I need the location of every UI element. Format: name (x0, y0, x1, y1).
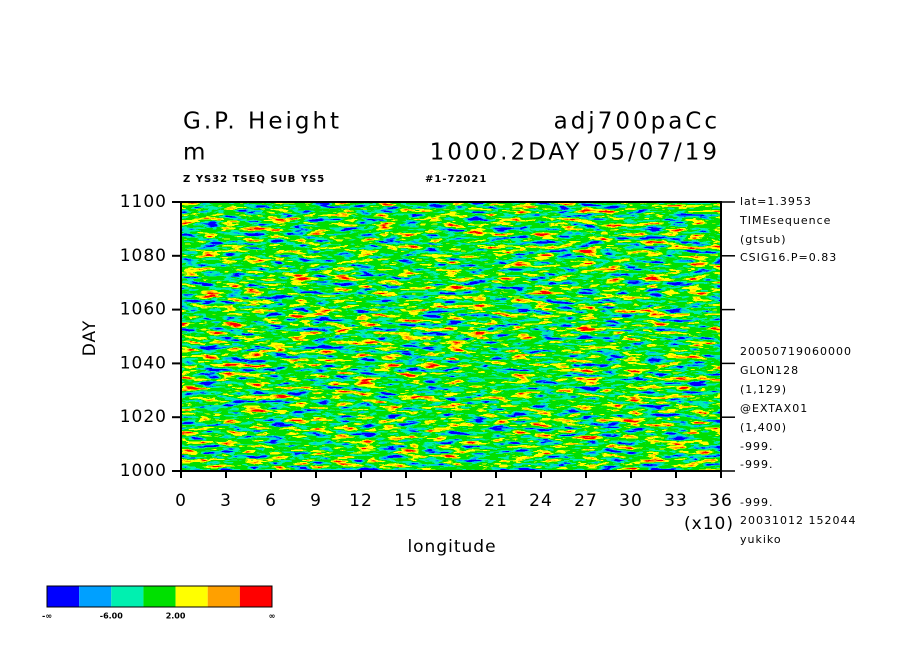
colorbar-label: 2.00 (166, 612, 186, 621)
y-tick-label: 1040 (120, 353, 167, 373)
side-note: 20031012 152044 (740, 514, 856, 527)
info-right: #1-72021 (425, 174, 487, 185)
chart-subtitle: m (183, 140, 208, 166)
colorbar-swatch (47, 586, 80, 607)
colorbar-label: -6.00 (100, 612, 123, 621)
colorbar-label: ∞ (269, 612, 276, 621)
x-tick-label: 9 (310, 491, 322, 511)
side-note: (gtsub) (740, 233, 787, 246)
x-tick-label: 36 (709, 491, 733, 511)
colorbar-swatch (79, 586, 112, 607)
side-note: lat=1.3953 (740, 195, 812, 208)
side-note: -999. (740, 458, 773, 471)
side-note: (1,129) (740, 383, 787, 396)
x-tick-label: 0 (175, 491, 187, 511)
colorbar-swatch (239, 586, 272, 607)
side-note: GLON128 (740, 364, 799, 377)
x-tick-label: 12 (349, 491, 373, 511)
x-axis-label: longitude (407, 537, 496, 557)
colorbar-swatch (143, 586, 176, 607)
y-tick-label: 1080 (120, 246, 167, 266)
x-tick-label: 15 (394, 491, 418, 511)
side-note: @EXTAX01 (740, 402, 808, 415)
x-scale-label: (x10) (684, 514, 734, 534)
side-note: (1,400) (740, 421, 787, 434)
y-tick-label: 1100 (120, 192, 167, 212)
colorbar-swatch (207, 586, 240, 607)
colorbar-swatch (175, 586, 208, 607)
x-tick-label: 18 (439, 491, 463, 511)
y-axis-label: DAY (80, 320, 100, 357)
chart-title-right: adj700paCc (554, 109, 720, 135)
side-note: -999. (740, 496, 773, 509)
side-note: yukiko (740, 533, 782, 546)
side-note: TIMEsequence (739, 214, 831, 227)
colorbar-swatch (111, 586, 144, 607)
side-note: 20050719060000 (740, 345, 852, 358)
x-tick-label: 6 (265, 491, 277, 511)
x-tick-label: 33 (664, 491, 688, 511)
x-tick-label: 3 (220, 491, 232, 511)
chart-subtitle-right: 1000.2DAY 05/07/19 (430, 140, 720, 166)
y-tick-label: 1060 (120, 300, 167, 320)
x-tick-label: 24 (529, 491, 553, 511)
colorbar-frame (46, 585, 273, 608)
field (181, 202, 721, 471)
x-tick-label: 21 (484, 491, 508, 511)
y-tick-label: 1020 (120, 407, 167, 427)
x-tick-label: 30 (619, 491, 643, 511)
side-note: -999. (740, 440, 773, 453)
x-tick-label: 27 (574, 491, 598, 511)
chart-title: G.P. Height (183, 109, 342, 135)
side-note: CSIG16.P=0.83 (740, 251, 837, 264)
info: Z YS32 TSEQ SUB YS5 (183, 174, 325, 185)
y-tick-label: 1000 (120, 461, 167, 481)
colorbar-label: -∞ (42, 612, 52, 621)
